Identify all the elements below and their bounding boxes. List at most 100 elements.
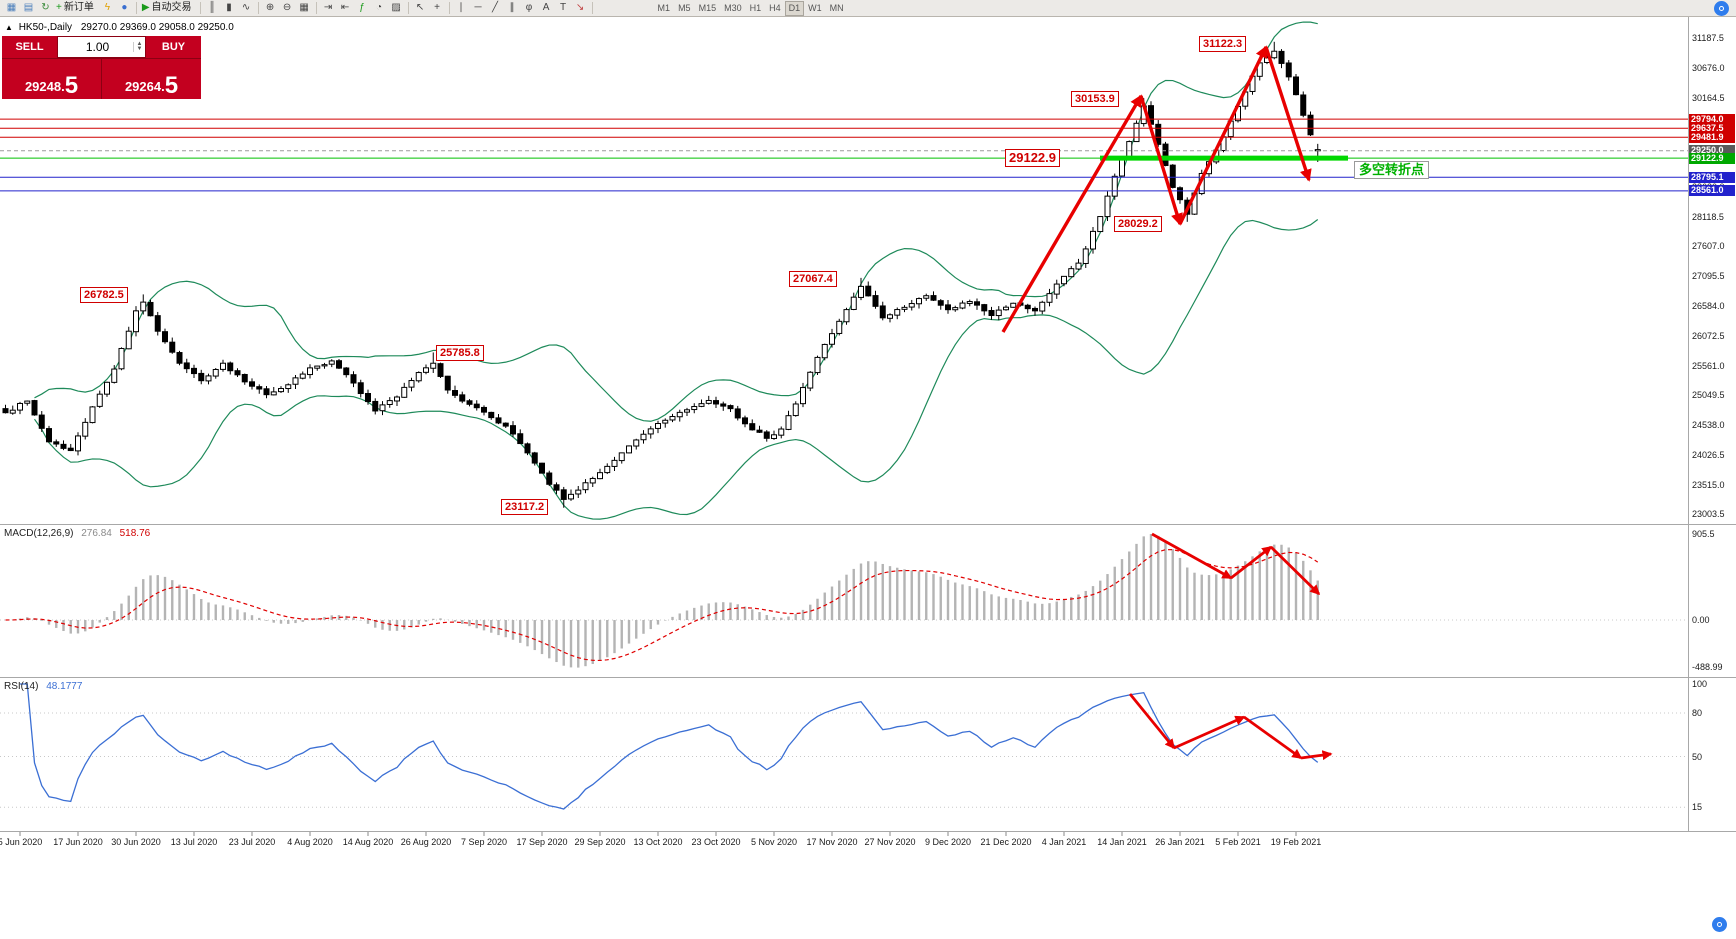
grid-icon[interactable]: ▦ <box>296 1 313 16</box>
autotrade-button-label: 自动交易 <box>151 2 192 13</box>
volume-decrease-icon[interactable]: ▼ <box>136 46 143 52</box>
trend-arrows <box>1001 45 1333 761</box>
timeframe-h1[interactable]: H1 <box>749 3 762 13</box>
volume-input[interactable]: 1.00 ▲ ▼ <box>57 36 146 58</box>
grid-icon: ▦ <box>299 2 309 13</box>
trendline-icon[interactable]: ╱ <box>487 1 504 16</box>
sell-price-pips: 5 <box>64 71 79 99</box>
volume-spinner: ▲ ▼ <box>133 41 145 52</box>
timeframe-w1[interactable]: W1 <box>808 3 822 13</box>
horizontal-line-icon: ─ <box>474 2 482 13</box>
candlestick-chart-icon: ▮ <box>226 2 232 13</box>
refresh-icon: ↻ <box>41 2 50 13</box>
toolbar-separator <box>407 2 409 14</box>
cursor-icon[interactable]: ↖ <box>412 1 429 16</box>
templates-icon: ▨ <box>391 2 401 13</box>
rsi-name: RSI(14) <box>4 681 39 692</box>
ring-icon <box>1719 6 1724 11</box>
timeframe-group: M1 M5 M15 M30 H1 H4 D1 W1 MN <box>654 0 848 16</box>
channel-icon: ∥ <box>509 2 515 13</box>
alerts-icon[interactable]: ● <box>116 1 133 16</box>
periods-icon[interactable]: ◔ <box>371 1 388 16</box>
channel-icon[interactable]: ∥ <box>504 1 521 16</box>
chart-profiles-icon[interactable]: ▤ <box>20 1 37 16</box>
toolbar-separator <box>257 2 259 14</box>
templates-icon[interactable]: ▨ <box>388 1 405 16</box>
floating-widget-top-icon[interactable] <box>1714 1 1729 16</box>
label-icon: T <box>559 2 567 13</box>
new-chart-icon: ▦ <box>6 2 17 13</box>
buy-price-button[interactable]: 29264. 5 <box>102 59 201 99</box>
arrows-icon[interactable]: ↘ <box>572 1 589 16</box>
crosshair-icon: + <box>434 2 440 13</box>
fibonacci-icon[interactable]: φ <box>521 1 538 16</box>
timeframe-d1[interactable]: D1 <box>784 0 805 16</box>
bar-chart-icon: ║ <box>208 2 216 13</box>
toolbar: ▦ ▤ ↻ + 新订单 ϟ ● ▶ 自动交易 ║ ▮ ∿ ⊕ ⊖ ▦ ⇥ ⇤ ƒ ◔ ▨ ↖ + ∣ ─ ╱ ∥ φ A T ↘ M1 M5 M… <box>0 0 1736 17</box>
chart-title: ▲ HK50-,Daily 29270.0 29369.0 29058.0 29… <box>5 22 234 33</box>
zoom-out-icon[interactable]: ⊖ <box>279 1 296 16</box>
line-chart-icon: ∿ <box>241 2 251 13</box>
macd-indicator-label: MACD(12,26,9) 276.84 518.76 <box>4 528 150 539</box>
sell-price-main: 29248. <box>24 79 65 94</box>
timeframe-m15[interactable]: M15 <box>698 3 717 13</box>
vertical-line-icon: ∣ <box>458 2 464 13</box>
indicators-icon[interactable]: ƒ <box>354 1 371 16</box>
candlestick-chart-icon[interactable]: ▮ <box>221 1 238 16</box>
rsi-indicator-label: RSI(14) 48.1777 <box>4 681 82 692</box>
sell-button[interactable]: SELL <box>2 36 57 58</box>
buy-button[interactable]: BUY <box>146 36 201 58</box>
crosshair-icon[interactable]: + <box>429 1 446 16</box>
toolbar-separator <box>315 2 317 14</box>
horizontal-line-icon[interactable]: ─ <box>470 1 487 16</box>
zoom-in-icon[interactable]: ⊕ <box>262 1 279 16</box>
trendline-icon: ╱ <box>492 2 499 13</box>
timeframe-h4[interactable]: H4 <box>769 3 781 13</box>
floating-widget-bottom-icon[interactable] <box>1712 917 1727 932</box>
symbol-name: HK50-,Daily <box>18 22 73 33</box>
cursor-icon: ↖ <box>415 2 425 13</box>
panel-collapse-icon[interactable]: ▲ <box>5 23 13 32</box>
autotrade-button[interactable]: ▶ 自动交易 <box>140 1 197 16</box>
buy-price-main: 29264. <box>124 79 165 94</box>
zoom-out-icon: ⊖ <box>282 2 292 13</box>
new-chart-icon[interactable]: ▦ <box>3 1 20 16</box>
timeframe-m1[interactable]: M1 <box>657 3 671 13</box>
indicators-icon: ƒ <box>359 2 365 13</box>
new-order-button-label: 新订单 <box>63 2 94 13</box>
chart-profiles-icon: ▤ <box>23 2 34 13</box>
new-order-button: + <box>56 2 62 13</box>
arrows-icon: ↘ <box>575 2 585 13</box>
line-chart-icon[interactable]: ∿ <box>238 1 255 16</box>
macd-panel <box>0 534 1688 668</box>
toolbar-separator <box>591 2 593 14</box>
refresh-icon[interactable]: ↻ <box>37 1 54 16</box>
panel-frame <box>0 17 1736 836</box>
volume-value: 1.00 <box>85 40 110 54</box>
rsi-value: 48.1777 <box>46 681 83 692</box>
vertical-line-icon[interactable]: ∣ <box>453 1 470 16</box>
alerts-icon: ● <box>121 2 128 13</box>
fibonacci-icon: φ <box>525 2 533 13</box>
text-icon: A <box>542 2 550 13</box>
macd-name: MACD(12,26,9) <box>4 528 74 539</box>
toolbar-separator <box>199 2 201 14</box>
new-order-button[interactable]: + 新订单 <box>54 1 99 16</box>
volume-increase-icon[interactable]: ▲ <box>136 41 143 47</box>
lightning-icon[interactable]: ϟ <box>99 1 116 16</box>
auto-scroll-icon[interactable]: ⇥ <box>320 1 337 16</box>
timeframe-m5[interactable]: M5 <box>678 3 691 13</box>
macd-signal-value: 518.76 <box>119 528 151 539</box>
sell-price-button[interactable]: 29248. 5 <box>2 59 101 99</box>
bar-chart-icon[interactable]: ║ <box>204 1 221 16</box>
toolbar-separator <box>135 2 137 14</box>
lightning-icon: ϟ <box>104 2 110 13</box>
label-icon[interactable]: T <box>555 1 572 16</box>
timeframe-m30[interactable]: M30 <box>724 3 742 13</box>
chart-shift-icon[interactable]: ⇤ <box>337 1 354 16</box>
ring-icon <box>1717 922 1722 927</box>
timeframe-mn[interactable]: MN <box>829 3 844 13</box>
text-icon[interactable]: A <box>538 1 555 16</box>
auto-scroll-icon: ⇥ <box>323 2 333 13</box>
